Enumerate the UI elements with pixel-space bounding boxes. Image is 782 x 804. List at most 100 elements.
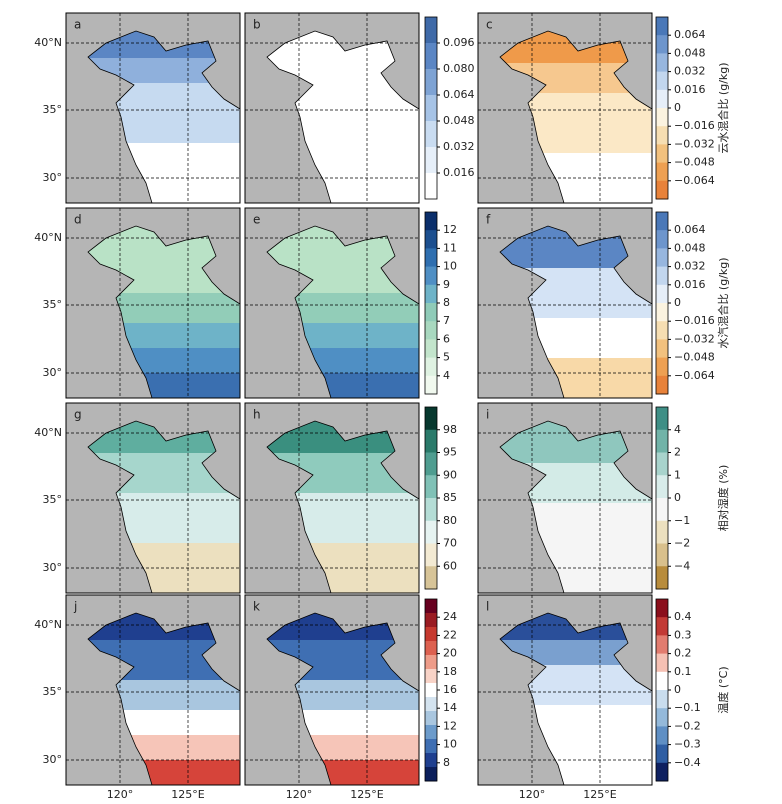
colorbar-tick-label: −2 — [674, 537, 690, 550]
colorbar-segment — [425, 212, 437, 231]
panel-frame — [244, 207, 420, 399]
colorbar-tick-label: −0.048 — [674, 156, 715, 169]
lat-label: 30° — [43, 171, 63, 184]
colorbar-segment — [425, 669, 437, 684]
lon-label: 125°E — [350, 788, 383, 800]
colorbar-segment — [656, 653, 668, 673]
colorbar-tick-label: 8 — [443, 756, 450, 769]
colorbar-tick-label: 70 — [443, 537, 457, 550]
colorbar-tick-label: 8 — [443, 296, 450, 309]
colorbar-tick-label: 14 — [443, 701, 457, 714]
colorbar-segment — [656, 89, 668, 109]
colorbar-segment — [425, 683, 437, 698]
colorbar-segment — [656, 407, 668, 431]
panel-label: j — [73, 600, 77, 614]
panel-label: h — [253, 408, 261, 422]
colorbar-segment — [425, 173, 437, 200]
panel-label: e — [253, 213, 260, 227]
colorbar-segment — [425, 767, 437, 782]
colorbar-segment — [656, 452, 668, 476]
colorbar-tick-label: −0.032 — [674, 137, 715, 150]
panel-frame — [477, 402, 653, 594]
colorbar-tick-label: 5 — [443, 351, 450, 364]
colorbar-tick-label: 0.032 — [674, 260, 706, 273]
colorbar-tick-label: 0.032 — [443, 140, 475, 153]
lat-label: 40°N — [34, 36, 62, 49]
lon-label: 125°E — [171, 788, 204, 800]
colorbar-title: 云水混合比 (g/kg) — [716, 62, 730, 153]
colorbar-tick-label: 11 — [443, 241, 457, 254]
lat-label: 35° — [43, 103, 63, 116]
panel-label: b — [253, 18, 261, 32]
colorbar-tick-label: 0.3 — [674, 628, 692, 641]
colorbar-tick-label: −0.1 — [674, 701, 701, 714]
colorbar-tick-label: 16 — [443, 683, 457, 696]
colorbar-segment — [425, 498, 437, 522]
colorbar-segment — [425, 753, 437, 768]
colorbar-tick-label: −4 — [674, 559, 690, 572]
colorbar-tick-label: 0 — [674, 101, 681, 114]
colorbar-segment — [656, 357, 668, 377]
lat-label: 40°N — [34, 231, 62, 244]
colorbar-tick-label: 0 — [674, 296, 681, 309]
colorbar-segment — [425, 95, 437, 122]
colorbar-tick-label: 85 — [443, 491, 457, 504]
colorbar-tick-label: 10 — [443, 738, 457, 751]
colorbar-segment — [425, 429, 437, 453]
colorbar-segment — [656, 53, 668, 73]
colorbar-tick-label: 60 — [443, 559, 457, 572]
colorbar-tick-label: 0.4 — [674, 610, 692, 623]
colorbar-tick-label: 0.1 — [674, 665, 692, 678]
colorbar-segment — [656, 180, 668, 200]
colorbar-tick-label: 0.064 — [443, 88, 475, 101]
colorbar-segment — [656, 144, 668, 164]
colorbar-segment — [425, 266, 437, 286]
colorbar-tick-label: −0.3 — [674, 738, 701, 751]
colorbar-tick-label: 24 — [443, 610, 457, 623]
colorbar-segment — [425, 303, 437, 322]
colorbar-segment — [656, 708, 668, 727]
colorbar-tick-label: −1 — [674, 514, 690, 527]
panel-label: c — [486, 18, 493, 32]
colorbar-segment — [656, 690, 668, 709]
panel-frame — [244, 594, 420, 786]
colorbar-segment — [425, 739, 437, 754]
colorbar-segment — [656, 543, 668, 567]
colorbar-tick-label: 12 — [443, 719, 457, 732]
colorbar-tick-label: 18 — [443, 665, 457, 678]
colorbar-segment — [656, 599, 668, 618]
lat-label: 30° — [43, 561, 63, 574]
colorbar-frame — [424, 16, 438, 200]
colorbar-tick-label: 0.064 — [674, 28, 706, 41]
colorbar-tick-label: −0.016 — [674, 314, 715, 327]
colorbar-segment — [425, 641, 437, 656]
colorbar-segment — [656, 248, 668, 268]
colorbar-tick-label: 0 — [674, 491, 681, 504]
colorbar-segment — [425, 284, 437, 304]
colorbar-segment — [656, 162, 668, 182]
panel-frame — [477, 207, 653, 399]
colorbar-tick-label: 0.016 — [674, 278, 706, 291]
colorbar-tick-label: 0.080 — [443, 62, 475, 75]
colorbar-tick-label: 6 — [443, 332, 450, 345]
lat-label: 35° — [43, 685, 63, 698]
panel-frame — [244, 402, 420, 594]
colorbar-segment — [656, 635, 668, 655]
lat-label: 30° — [43, 753, 63, 766]
colorbar-segment — [425, 17, 437, 44]
lon-label: 120° — [286, 788, 313, 800]
colorbar-segment — [425, 725, 437, 740]
colorbar-segment — [656, 726, 668, 746]
colorbar-segment — [656, 566, 668, 590]
colorbar-tick-label: 80 — [443, 514, 457, 527]
colorbar-tick-label: −0.2 — [674, 719, 701, 732]
colorbar-tick-label: 0.032 — [674, 65, 706, 78]
colorbar-segment — [656, 126, 668, 145]
panel-frame — [477, 12, 653, 204]
colorbar-segment — [425, 339, 437, 359]
colorbar-tick-label: 0.2 — [674, 647, 692, 660]
colorbar-tick-label: 1 — [674, 468, 681, 481]
colorbar-segment — [656, 375, 668, 395]
colorbar-title: 相对湿度 (%) — [716, 465, 730, 532]
lon-label: 125°E — [583, 788, 616, 800]
